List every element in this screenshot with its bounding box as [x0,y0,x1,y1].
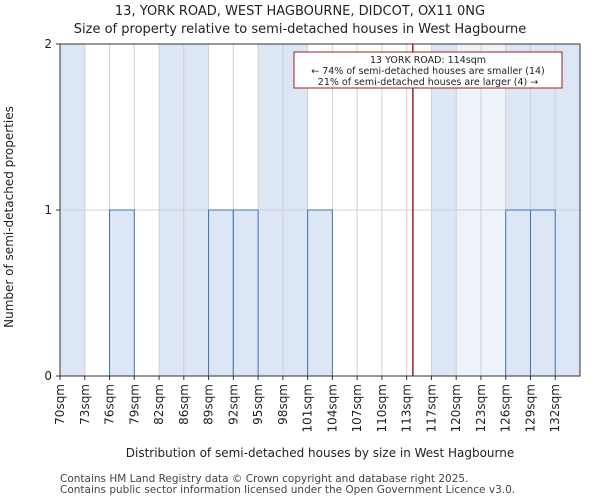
bar-89sqm [208,209,234,377]
bar-126sqm [505,209,531,377]
y-tick-label: 1 [44,203,52,217]
x-tick-label: 129sqm [523,384,537,432]
x-tick-label: 126sqm [499,384,513,432]
footer-copyright: Contains HM Land Registry data © Crown c… [60,473,469,485]
axes-layer: 0 1 2 70sqm 73sqm 76sqm 79sqm 82sqm 86sqm 89sqm 92… [44,37,581,432]
bar-76sqm [109,209,135,377]
x-tick-label: 89sqm [202,384,216,425]
x-tick-label: 92sqm [226,384,240,425]
chart-title: 13, YORK ROAD, WEST HAGBOURNE, DIDCOT, O… [114,4,486,19]
x-tick-label: 117sqm [424,384,438,432]
y-tick-label: 0 [44,369,52,383]
annotation-layer: 13 YORK ROAD: 114sqm← 74% of semi-detach… [293,51,563,89]
x-tick-label: 120sqm [449,384,463,432]
x-tick-label: 98sqm [276,384,290,425]
x-tick-label: 70sqm [53,384,67,425]
x-tick-label: 73sqm [78,384,92,425]
annotation-line: ← 74% of semi-detached houses are smalle… [311,66,545,77]
bar-92sqm [232,209,259,377]
chart-subtitle: Size of property relative to semi-detach… [73,22,527,37]
x-tick-label: 95sqm [251,384,265,425]
footer-licence: Contains public sector information licen… [60,484,516,496]
x-tick-label: 123sqm [474,384,488,432]
x-tick-label: 132sqm [548,384,562,432]
histogram-chart: 0 1 2 70sqm 73sqm 76sqm 79sqm 82sqm 86sqm 89sqm 92… [2,37,581,460]
x-tick-label: 113sqm [400,384,414,432]
x-tick-label: 101sqm [301,384,315,432]
x-tick-label: 76sqm [103,384,117,425]
x-tick-label: 82sqm [152,384,166,425]
annotation-line: 21% of semi-detached houses are larger (… [318,77,538,88]
x-tick-label: 104sqm [325,384,339,432]
x-tick-label: 107sqm [350,384,364,432]
x-tick-label: 79sqm [127,384,141,425]
x-tick-label: 86sqm [177,384,191,425]
bars-layer [109,209,556,377]
bar-129sqm [529,209,556,377]
annotation-box [293,51,563,89]
x-axis-label: Distribution of semi-detached houses by … [126,446,514,460]
annotation-line: 13 YORK ROAD: 114sqm [370,55,486,66]
x-tick-label: 110sqm [375,384,389,432]
y-tick-label: 2 [44,37,52,51]
bar-101sqm [307,209,333,377]
y-axis-label: Number of semi-detached properties [2,106,16,328]
